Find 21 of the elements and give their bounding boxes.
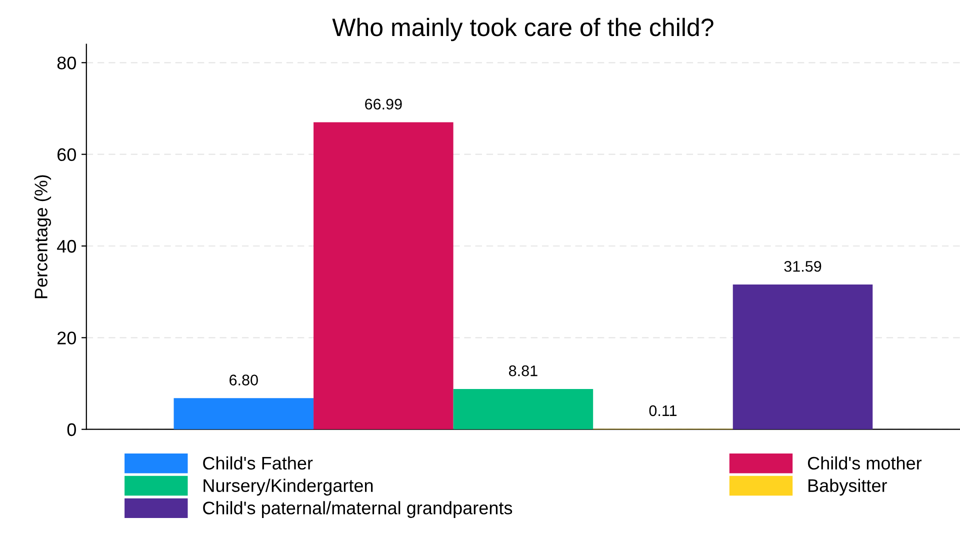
text: 0.11 xyxy=(649,405,677,416)
y-tick-label: 40 xyxy=(57,240,76,253)
text: 6.80 xyxy=(230,374,258,386)
bar xyxy=(174,398,314,430)
legend-label: Child's mother xyxy=(808,456,922,470)
text: 31.59 xyxy=(784,260,822,272)
legend-label: Child's Father xyxy=(203,456,313,470)
bar xyxy=(314,122,454,430)
text: 66.99 xyxy=(365,98,402,110)
y-axis-title: Percentage (%) xyxy=(34,175,52,298)
bar xyxy=(732,284,873,430)
y-tick-label: 80 xyxy=(57,56,76,70)
legend-label: Babysitter xyxy=(808,478,888,496)
legend-label: Nursery/Kindergarten xyxy=(204,478,373,496)
text: 8.81 xyxy=(509,365,538,376)
bar xyxy=(453,388,594,430)
legend-label: Child's paternal/maternal grandparents xyxy=(203,501,512,518)
y-tick-label: 20 xyxy=(58,332,76,344)
chart-title: Who mainly took care of the child? xyxy=(332,18,714,42)
y-tick-label: 60 xyxy=(58,148,76,162)
y-tick-label: 0 xyxy=(67,423,76,436)
